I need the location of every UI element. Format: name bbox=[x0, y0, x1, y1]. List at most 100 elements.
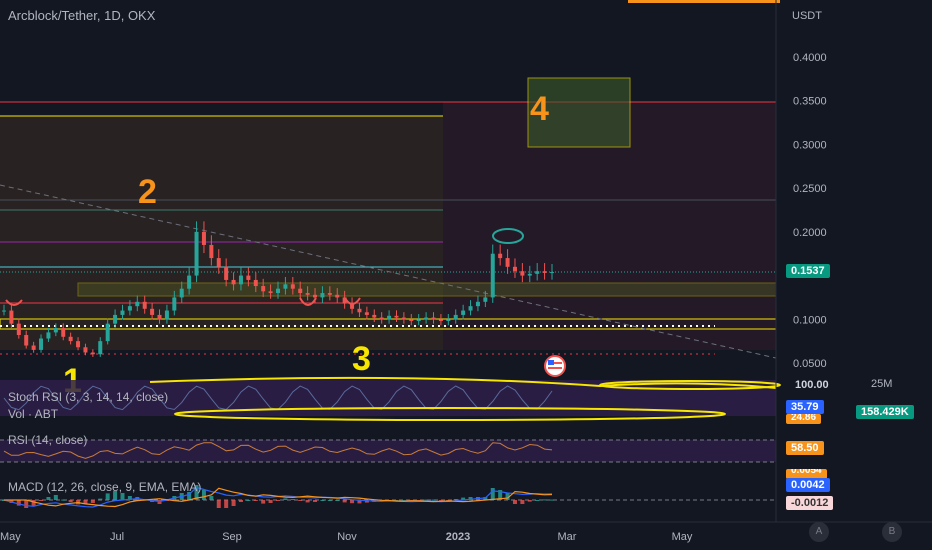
candles-group bbox=[2, 221, 554, 357]
candle-body bbox=[150, 308, 155, 315]
candle-body bbox=[505, 258, 510, 267]
macd-hist-bar bbox=[424, 499, 429, 501]
macd-hist-bar bbox=[16, 500, 21, 506]
candle-body bbox=[468, 306, 473, 311]
log-scale-button[interactable]: B bbox=[882, 522, 902, 542]
macd-hist-bar bbox=[231, 500, 236, 506]
macd-hist-bar bbox=[401, 500, 406, 501]
candle-body bbox=[438, 319, 443, 322]
candle-body bbox=[2, 310, 6, 312]
macd-hist-bar bbox=[512, 500, 517, 504]
price-tick-5: 0.1000 bbox=[793, 314, 827, 326]
macd-hist-bar bbox=[490, 488, 495, 500]
candle-body bbox=[290, 284, 295, 289]
macd-label[interactable]: MACD (12, 26, close, 9, EMA, EMA) bbox=[8, 480, 202, 494]
time-axis-ticks: May Jul Sep Nov 2023 Mar May bbox=[0, 531, 693, 543]
macd-hist-bar bbox=[335, 500, 340, 501]
macd-hist-bar bbox=[194, 485, 199, 500]
macd-hist-bar bbox=[542, 499, 547, 501]
red-mark-2 bbox=[344, 297, 361, 305]
us-flag-event-icon[interactable] bbox=[544, 355, 566, 377]
volume-value-badge: 158.429K bbox=[856, 405, 914, 419]
macd-hist-bar bbox=[290, 499, 295, 500]
candle-body bbox=[16, 323, 21, 336]
last-price-badge: 0.1537 bbox=[786, 264, 830, 278]
quote-currency-label: USDT bbox=[792, 10, 822, 22]
candle-body bbox=[283, 284, 288, 289]
candle-body bbox=[527, 273, 532, 276]
macd-hist-bar bbox=[187, 492, 192, 500]
candle-body bbox=[387, 315, 392, 320]
candle-body bbox=[372, 314, 377, 318]
time-tick-0: May bbox=[0, 531, 21, 543]
red-mark-1 bbox=[299, 297, 317, 306]
candle-body bbox=[164, 310, 169, 320]
auto-scale-button[interactable]: A bbox=[809, 522, 829, 542]
candle-body bbox=[401, 317, 406, 320]
macd-hist-bar bbox=[550, 499, 554, 501]
macd-value2-badge: 0.0042 bbox=[786, 478, 830, 492]
stoch-right-ellipse bbox=[599, 380, 781, 390]
candle-body bbox=[453, 314, 458, 320]
candle-body bbox=[83, 347, 88, 353]
candle-body bbox=[409, 319, 414, 322]
macd-hist-bar bbox=[283, 498, 288, 500]
candle-body bbox=[90, 352, 95, 355]
candle-body bbox=[68, 336, 73, 342]
price-tick-4: 0.2000 bbox=[793, 227, 827, 239]
rsi-line bbox=[3, 442, 553, 459]
annotation-3: 3 bbox=[352, 340, 371, 378]
macd-value1-badge: 0.0054 bbox=[786, 469, 827, 479]
symbol-title: Arcblock/Tether, 1D, OKX bbox=[8, 8, 156, 23]
candle-body bbox=[253, 279, 258, 287]
macd-hist-bar bbox=[39, 500, 44, 501]
stoch-top-highlight bbox=[149, 376, 777, 389]
macd-hist-bar bbox=[327, 500, 332, 501]
macd-hist-bar bbox=[209, 496, 214, 500]
macd-hist-bar bbox=[224, 500, 229, 508]
volume-axis-value: 25M bbox=[871, 378, 893, 390]
price-tick-1: 0.3500 bbox=[793, 96, 827, 108]
stoch-rsi-value: 35.79 bbox=[786, 400, 824, 414]
candle-body bbox=[446, 319, 451, 322]
macd-hist-bar bbox=[24, 500, 29, 508]
flag-stripe-2 bbox=[548, 367, 562, 369]
macd-hist-bar bbox=[357, 500, 362, 504]
candle-body bbox=[61, 328, 66, 337]
stoch-rsi-label[interactable]: Stoch RSI (3, 3, 14, 14, close) bbox=[8, 390, 169, 404]
macd-hist-bar bbox=[83, 500, 88, 504]
candle-body bbox=[268, 291, 273, 294]
rsi-label[interactable]: RSI (14, close) bbox=[8, 433, 88, 447]
stoch-rsi-value2: 24.86 bbox=[786, 414, 822, 424]
macd-hist-bar bbox=[498, 490, 503, 500]
candle-body bbox=[512, 266, 517, 272]
price-tick-6: 0.0500 bbox=[793, 358, 827, 370]
macd-hist-bar bbox=[364, 500, 369, 503]
candle-body bbox=[224, 266, 229, 280]
rsi-value-badge: 58.50 bbox=[786, 441, 824, 455]
time-tick-5: Mar bbox=[558, 531, 577, 543]
candle-body bbox=[320, 293, 325, 298]
macd-hist-bar bbox=[105, 493, 110, 500]
candle-body bbox=[490, 253, 495, 298]
macd-hist-bar bbox=[438, 500, 443, 501]
macd-hist-bar bbox=[253, 500, 258, 501]
candle-body bbox=[142, 301, 147, 309]
price-tick-3: 0.2500 bbox=[793, 183, 827, 195]
red-mark-3 bbox=[5, 299, 23, 306]
macd-hist-bar bbox=[320, 500, 325, 501]
macd-hist-bar bbox=[261, 500, 266, 504]
candle-body bbox=[9, 310, 14, 324]
macd-hist-bar bbox=[305, 500, 310, 503]
volume-label[interactable]: Vol · ABT bbox=[8, 407, 59, 421]
price-tick-0: 0.4000 bbox=[793, 52, 827, 64]
macd-signal-line bbox=[4, 487, 553, 508]
price-axis-ticks: 0.4000 0.3500 0.3000 0.2500 0.2000 0.1000 0.05… bbox=[793, 52, 827, 370]
macd-hist-bar bbox=[61, 499, 66, 501]
macd-hist-bar bbox=[268, 500, 273, 503]
candle-body bbox=[313, 294, 318, 298]
macd-hist-bar bbox=[31, 500, 36, 506]
macd-hist-bar bbox=[527, 500, 532, 502]
candle-body bbox=[461, 310, 466, 315]
